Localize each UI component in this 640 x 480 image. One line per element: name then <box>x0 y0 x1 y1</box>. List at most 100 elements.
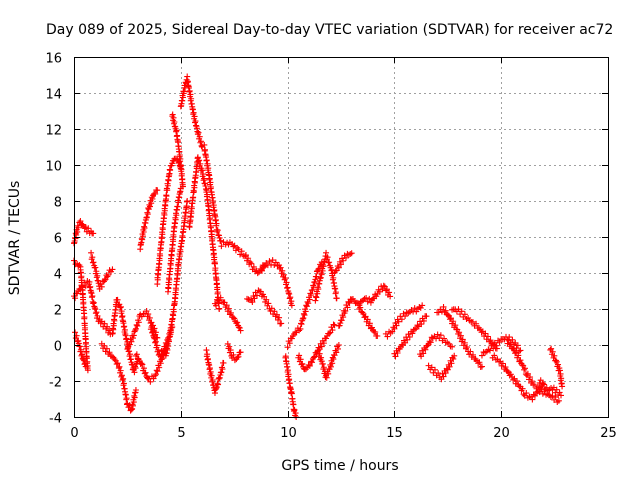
data-point <box>106 327 113 334</box>
data-point <box>216 234 223 241</box>
data-point <box>372 329 379 336</box>
data-point <box>529 378 536 385</box>
data-point <box>156 364 163 371</box>
data-point <box>140 365 147 372</box>
data-point <box>132 365 139 372</box>
data-point <box>425 362 432 369</box>
data-point <box>459 336 466 343</box>
data-point <box>284 344 291 351</box>
data-point <box>320 340 327 347</box>
x-tick-label: 10 <box>280 426 297 441</box>
series-track <box>258 257 295 309</box>
data-point <box>90 259 97 266</box>
data-point <box>318 271 325 278</box>
data-point <box>254 270 261 277</box>
data-point <box>149 195 156 202</box>
data-point <box>279 267 286 274</box>
data-point <box>195 129 202 136</box>
data-point <box>300 315 307 322</box>
data-point <box>302 308 309 315</box>
data-point <box>383 286 390 293</box>
data-point <box>324 254 331 261</box>
data-point <box>504 368 511 375</box>
data-point <box>449 343 456 350</box>
y-axis-label: SDTVAR / TECUs <box>7 181 23 296</box>
data-point <box>366 320 373 327</box>
series-track <box>295 321 338 373</box>
data-point <box>522 365 529 372</box>
data-point <box>220 360 227 366</box>
data-point <box>204 351 211 358</box>
data-point <box>414 322 421 329</box>
data-point <box>119 377 126 384</box>
data-point <box>380 282 387 289</box>
data-point <box>79 351 86 358</box>
data-point <box>446 316 453 323</box>
axis-ticks: 0 5 10 15 20 25 -4 -2 0 2 4 6 8 10 12 14 16 <box>45 52 616 442</box>
series-track <box>88 249 116 292</box>
series-track <box>164 185 184 295</box>
data-point <box>558 392 565 399</box>
data-point <box>141 225 148 232</box>
data-point <box>356 302 363 309</box>
data-point <box>277 264 284 271</box>
data-point <box>151 335 158 342</box>
data-point <box>348 250 355 257</box>
data-point <box>510 376 517 383</box>
data-point <box>457 332 464 339</box>
data-point <box>559 383 566 390</box>
data-point <box>237 349 244 356</box>
data-point <box>164 346 171 353</box>
data-point <box>325 370 332 377</box>
series-track <box>425 352 458 383</box>
data-point <box>173 212 180 219</box>
data-point <box>404 336 411 343</box>
data-point <box>310 354 317 361</box>
data-point <box>514 342 521 349</box>
data-point <box>140 229 147 235</box>
data-point <box>230 243 237 250</box>
data-point <box>333 349 340 356</box>
data-point <box>332 289 339 296</box>
data-point <box>168 326 175 333</box>
data-point <box>197 139 204 146</box>
data-point <box>230 314 237 321</box>
data-point <box>306 362 313 369</box>
data-point <box>478 363 485 370</box>
data-point <box>398 316 405 323</box>
x-tick-label: 5 <box>177 426 185 441</box>
data-point <box>361 314 368 321</box>
data-point <box>338 261 344 268</box>
data-point <box>461 311 468 318</box>
data-point <box>335 264 342 271</box>
data-point <box>548 345 555 352</box>
data-point <box>109 266 116 273</box>
data-point <box>154 276 161 283</box>
data-point <box>106 267 113 274</box>
series-track <box>109 296 142 376</box>
data-point <box>394 350 401 357</box>
data-point <box>507 371 514 378</box>
data-point <box>215 381 222 388</box>
data-point <box>151 325 158 332</box>
data-point <box>422 346 429 353</box>
data-point <box>338 317 345 324</box>
data-point <box>128 338 135 345</box>
data-point <box>491 352 498 359</box>
data-point <box>238 248 245 255</box>
data-point <box>154 368 161 375</box>
y-tick-label: 8 <box>54 196 62 211</box>
data-point <box>251 295 258 302</box>
data-point <box>155 346 162 353</box>
data-point <box>529 396 536 403</box>
data-point <box>101 342 108 349</box>
data-point <box>245 255 252 262</box>
data-point <box>210 202 217 209</box>
data-point <box>194 154 201 161</box>
data-point <box>213 220 220 227</box>
data-point <box>556 367 563 374</box>
data-point <box>340 314 347 321</box>
data-point <box>84 367 91 374</box>
data-point <box>153 342 160 349</box>
data-point <box>288 302 295 309</box>
